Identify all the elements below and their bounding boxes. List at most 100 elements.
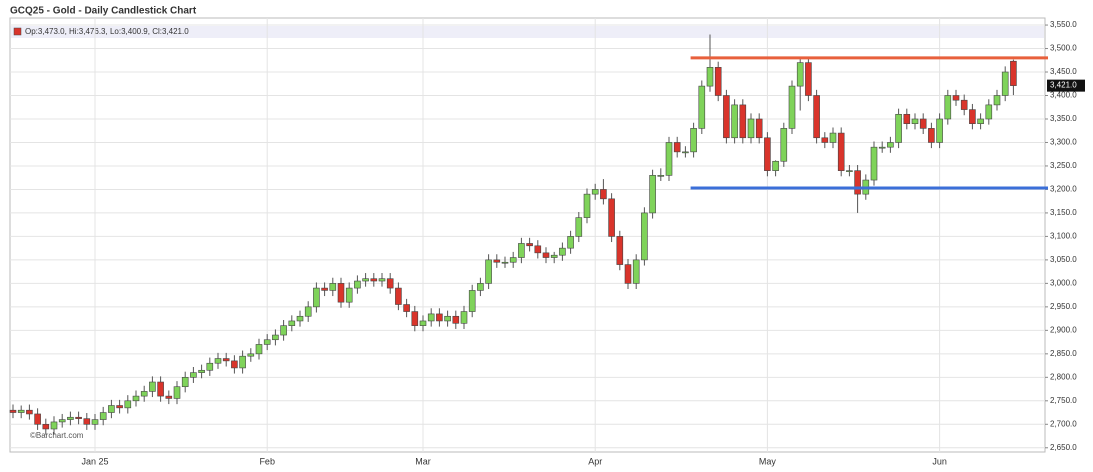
candle-body	[58, 419, 66, 423]
candle-body	[821, 137, 829, 143]
candle-body	[846, 170, 853, 172]
candle-body	[157, 381, 164, 397]
candle-body	[313, 287, 320, 308]
candle-body	[26, 409, 33, 415]
candle-body	[813, 95, 820, 139]
y-tick-label: 3,300.0	[1050, 138, 1077, 147]
plot: 2,650.0 2,700.0 2,750.0 2,800.0 2,850.0 2,900…	[9, 18, 1085, 466]
candle-body	[657, 175, 665, 177]
candle-body	[960, 99, 968, 110]
candle-body	[378, 278, 386, 282]
candle-body	[952, 95, 960, 101]
candle-body	[108, 405, 115, 413]
candle-body	[870, 146, 878, 181]
candle-body	[116, 405, 123, 409]
candle-body	[403, 304, 410, 312]
candle-body	[608, 198, 615, 237]
candle-body	[485, 259, 492, 284]
candle-body	[805, 62, 812, 96]
candle-body	[493, 259, 501, 263]
candle-body	[255, 344, 263, 355]
candle-body	[632, 259, 640, 284]
watermark: ©Barchart.com	[30, 431, 84, 440]
candle-body	[75, 416, 82, 419]
y-tick-label: 2,850.0	[1050, 349, 1077, 358]
info-bar	[11, 26, 1044, 38]
candle-body	[624, 264, 632, 284]
candle-body	[665, 142, 673, 176]
candle-body	[837, 132, 845, 171]
candle-body	[682, 151, 689, 154]
candle-body	[452, 315, 460, 324]
candle-body	[42, 423, 50, 430]
candle-body	[198, 369, 205, 373]
y-tick-label: 3,000.0	[1050, 278, 1077, 287]
candle-body	[509, 257, 517, 263]
candle-body	[944, 95, 952, 120]
candle-body	[911, 118, 919, 124]
candle-body	[772, 160, 779, 171]
y-tick-label: 2,950.0	[1050, 302, 1077, 311]
candle-body	[616, 236, 624, 265]
candle-body	[788, 85, 796, 129]
candle-body	[411, 311, 419, 326]
candle-body	[386, 278, 394, 289]
candle-body	[936, 118, 943, 143]
candle-body	[222, 358, 230, 362]
candle-body	[600, 189, 607, 200]
last-price-label: 3,421.0	[1050, 81, 1077, 90]
candle-body	[140, 391, 148, 397]
y-tick-label: 3,050.0	[1050, 255, 1077, 264]
candle-body	[272, 334, 279, 341]
candle-body	[280, 325, 287, 336]
candle-body	[460, 311, 468, 324]
candle-body	[518, 243, 525, 258]
candle-body	[247, 353, 255, 357]
candle-body	[673, 142, 681, 153]
x-tick-label: May	[759, 456, 777, 466]
candle-body	[1010, 60, 1017, 86]
candle-body	[567, 236, 574, 249]
candle-body	[649, 175, 656, 214]
candle-body	[231, 360, 238, 369]
x-tick-label: Mar	[415, 456, 431, 466]
candle-body	[731, 104, 738, 139]
candle-body	[559, 247, 566, 256]
candle-body	[526, 243, 533, 247]
candle-body	[895, 113, 902, 143]
y-tick-label: 2,750.0	[1050, 396, 1077, 405]
candle-body	[149, 381, 156, 392]
candle-body	[288, 320, 296, 326]
candle-body	[206, 362, 214, 371]
candle-body	[501, 261, 509, 264]
y-tick-label: 2,700.0	[1050, 419, 1077, 428]
candle-body	[542, 252, 550, 258]
candle-body	[304, 306, 312, 317]
candle-body	[34, 413, 41, 425]
candle-body	[99, 412, 107, 420]
candle-body	[706, 67, 714, 87]
candle-body	[534, 245, 542, 254]
candle-body	[165, 395, 173, 399]
candle-body	[878, 146, 886, 149]
candle-body	[395, 287, 402, 305]
y-tick-label: 3,100.0	[1050, 232, 1077, 241]
candle-body	[329, 283, 337, 291]
candle-body	[985, 104, 993, 120]
y-tick-label: 3,500.0	[1050, 44, 1077, 53]
candle-body	[124, 400, 132, 409]
candle-body	[173, 386, 181, 399]
candle-body	[370, 278, 378, 282]
candle-body	[419, 320, 427, 326]
candle-body	[969, 109, 976, 124]
candle-body	[362, 278, 369, 282]
y-tick-label: 3,400.0	[1050, 91, 1077, 100]
candle-body	[796, 62, 804, 87]
candle-body	[436, 313, 443, 322]
candle-body	[9, 409, 17, 413]
x-tick-label: Apr	[588, 456, 602, 466]
candle-body	[591, 189, 599, 195]
candle-body	[575, 217, 583, 237]
candle-body	[427, 313, 435, 322]
